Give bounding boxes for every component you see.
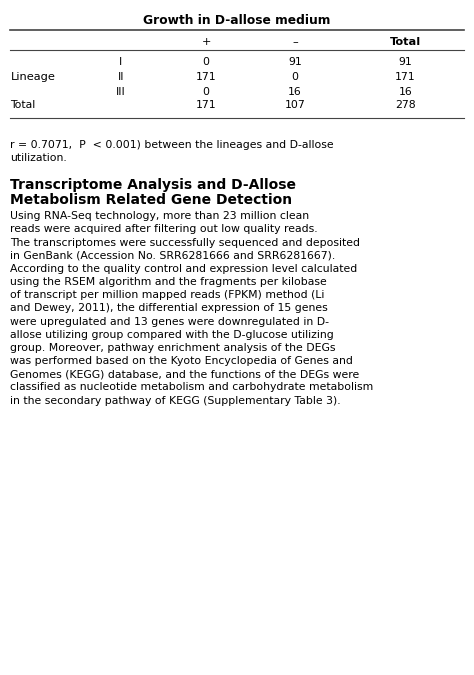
Text: Total: Total — [10, 101, 36, 110]
Text: in GenBank (Accession No. SRR6281666 and SRR6281667).: in GenBank (Accession No. SRR6281666 and… — [10, 251, 336, 261]
Text: 16: 16 — [398, 87, 412, 97]
Text: According to the quality control and expression level calculated: According to the quality control and exp… — [10, 264, 358, 274]
Text: reads were acquired after filtering out low quality reads.: reads were acquired after filtering out … — [10, 224, 318, 234]
Text: 278: 278 — [395, 101, 416, 110]
Text: group. Moreover, pathway enrichment analysis of the DEGs: group. Moreover, pathway enrichment anal… — [10, 343, 336, 353]
Text: Growth in D-allose medium: Growth in D-allose medium — [143, 14, 331, 26]
Text: Transcriptome Analysis and D-Allose: Transcriptome Analysis and D-Allose — [10, 178, 296, 192]
Text: were upregulated and 13 genes were downregulated in D-: were upregulated and 13 genes were downr… — [10, 317, 329, 327]
Text: –: – — [292, 37, 298, 47]
Text: Lineage: Lineage — [10, 72, 55, 82]
Text: 0: 0 — [203, 87, 210, 97]
Text: III: III — [116, 87, 126, 97]
Text: The transcriptomes were successfully sequenced and deposited: The transcriptomes were successfully seq… — [10, 238, 360, 248]
Text: and Dewey, 2011), the differential expression of 15 genes: and Dewey, 2011), the differential expre… — [10, 304, 328, 313]
Text: I: I — [119, 57, 122, 67]
Text: 91: 91 — [398, 57, 412, 67]
Text: r = 0.7071,  P  < 0.001) between the lineages and D-allose: r = 0.7071, P < 0.001) between the linea… — [10, 140, 334, 150]
Text: 107: 107 — [284, 101, 305, 110]
Text: 0: 0 — [292, 72, 298, 82]
Text: 91: 91 — [288, 57, 302, 67]
Text: 171: 171 — [395, 72, 416, 82]
Text: of transcript per million mapped reads (FPKM) method (Li: of transcript per million mapped reads (… — [10, 290, 325, 300]
Text: in the secondary pathway of KEGG (Supplementary Table 3).: in the secondary pathway of KEGG (Supple… — [10, 396, 341, 406]
Text: allose utilizing group compared with the D-glucose utilizing: allose utilizing group compared with the… — [10, 329, 334, 340]
Text: was performed based on the Kyoto Encyclopedia of Genes and: was performed based on the Kyoto Encyclo… — [10, 356, 353, 366]
Text: +: + — [201, 37, 211, 47]
Text: 16: 16 — [288, 87, 302, 97]
Text: Using RNA-Seq technology, more than 23 million clean: Using RNA-Seq technology, more than 23 m… — [10, 211, 310, 221]
Text: Total: Total — [390, 37, 421, 47]
Text: 0: 0 — [203, 57, 210, 67]
Text: Metabolism Related Gene Detection: Metabolism Related Gene Detection — [10, 193, 292, 207]
Text: Genomes (KEGG) database, and the functions of the DEGs were: Genomes (KEGG) database, and the functio… — [10, 369, 360, 379]
Text: utilization.: utilization. — [10, 153, 67, 163]
Text: 171: 171 — [196, 72, 217, 82]
Text: using the RSEM algorithm and the fragments per kilobase: using the RSEM algorithm and the fragmen… — [10, 277, 327, 287]
Text: 171: 171 — [196, 101, 217, 110]
Text: II: II — [118, 72, 124, 82]
Text: classified as nucleotide metabolism and carbohydrate metabolism: classified as nucleotide metabolism and … — [10, 382, 374, 392]
